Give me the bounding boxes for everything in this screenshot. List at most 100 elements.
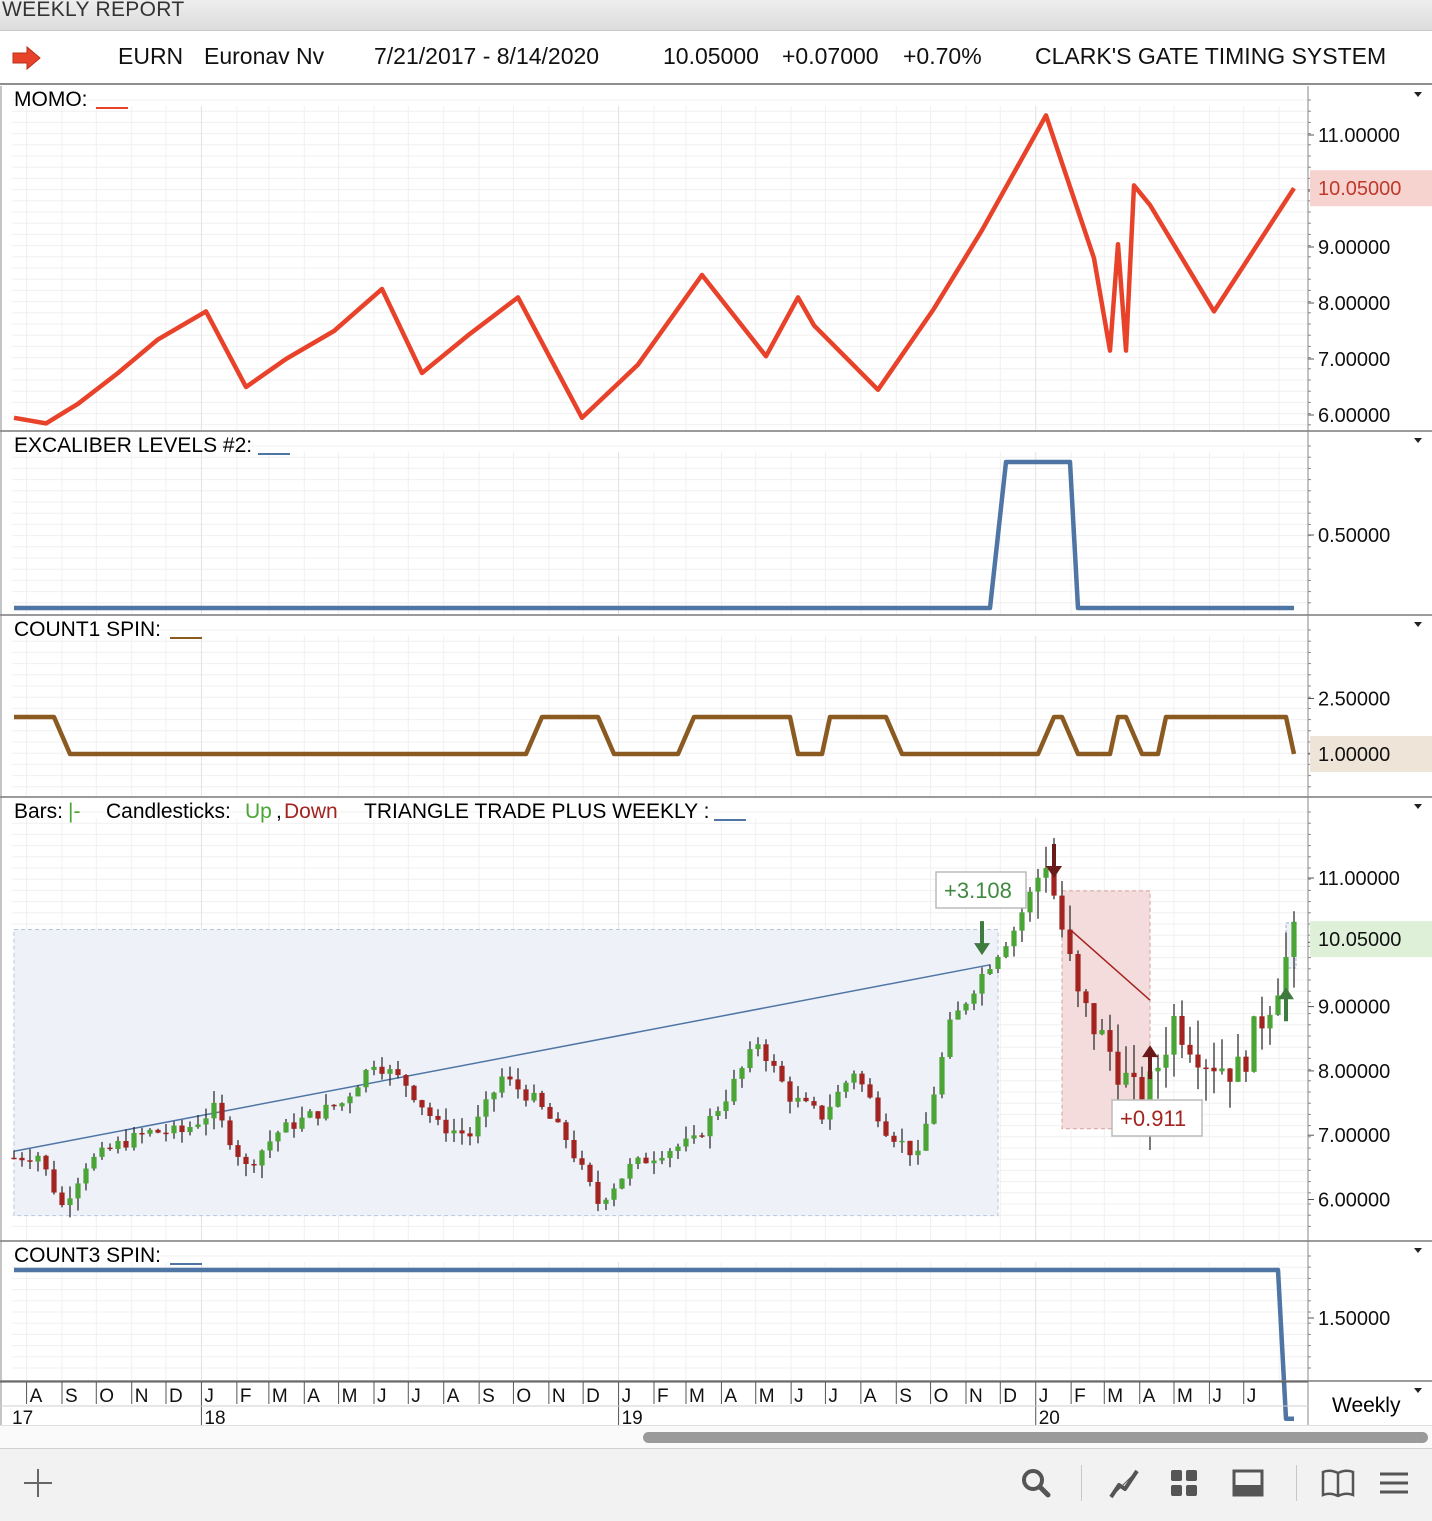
candle-down — [1107, 1030, 1113, 1052]
candle-down — [379, 1066, 385, 1074]
excaliber-title: EXCALIBER LEVELS #2: — [14, 434, 252, 457]
candle-up — [387, 1069, 393, 1074]
x-tick-label: M — [272, 1386, 288, 1407]
candle-down — [1131, 1072, 1137, 1078]
candle-down — [395, 1069, 401, 1076]
y-tick-label: 8.00000 — [1318, 293, 1390, 315]
menu-icon[interactable] — [1374, 1463, 1414, 1503]
candle-down — [523, 1089, 529, 1101]
panel-menu-icon — [1414, 438, 1422, 443]
candle-up — [475, 1116, 481, 1137]
system-name: CLARK'S GATE TIMING SYSTEM — [1035, 43, 1387, 69]
candle-down — [139, 1132, 145, 1135]
candle-up — [131, 1132, 137, 1148]
candle-up — [187, 1127, 193, 1133]
x-tick-label: O — [99, 1386, 114, 1407]
x-tick-label: M — [1107, 1386, 1123, 1407]
scroll-thumb[interactable] — [643, 1432, 1428, 1443]
candle-up — [35, 1155, 41, 1162]
candle-up — [347, 1096, 353, 1104]
arrow-right-icon[interactable] — [12, 45, 42, 71]
search-icon[interactable] — [1016, 1463, 1056, 1503]
candle-up — [691, 1135, 697, 1139]
candle-down — [1259, 1016, 1265, 1029]
candle-down — [155, 1129, 161, 1133]
candle-up — [147, 1129, 153, 1134]
y-tick-label: 9.00000 — [1318, 997, 1390, 1019]
x-tick-label: A — [447, 1386, 460, 1407]
panel-icon[interactable] — [1228, 1463, 1268, 1503]
x-tick-label: M — [1177, 1386, 1193, 1407]
candle-down — [891, 1135, 897, 1142]
candle-up — [827, 1106, 833, 1120]
triangle-title: TRIANGLE TRADE PLUS WEEKLY : — [364, 800, 709, 823]
toolbar-separator — [1296, 1465, 1297, 1501]
down-trend-line — [1069, 928, 1151, 1001]
candle-down — [547, 1106, 553, 1119]
candle-up — [739, 1068, 745, 1079]
candle-up — [723, 1101, 729, 1112]
x-tick-label: J — [1212, 1386, 1222, 1407]
candle-up — [267, 1141, 273, 1151]
period-label[interactable]: Weekly — [1332, 1394, 1401, 1417]
candle-down — [563, 1122, 569, 1140]
candle-up — [115, 1140, 121, 1150]
candle-down — [1203, 1067, 1209, 1070]
sell-signal-arrow-icon — [1046, 844, 1062, 878]
candle-up — [307, 1111, 313, 1118]
candle-down — [235, 1145, 241, 1157]
count1-last-value-bg — [1310, 736, 1432, 772]
period-menu-icon — [1414, 1388, 1422, 1393]
candle-up — [755, 1044, 761, 1050]
x-tick-label: J — [1039, 1386, 1049, 1407]
candle-down — [507, 1076, 513, 1080]
candle-down — [859, 1073, 865, 1085]
panel-menu-icon — [1414, 804, 1422, 809]
down-zone — [1061, 890, 1151, 1130]
x-tick-label: M — [689, 1386, 705, 1407]
x-tick-label: J — [828, 1386, 838, 1407]
book-icon[interactable] — [1318, 1463, 1358, 1503]
candle-up — [931, 1094, 937, 1124]
candle-up — [1251, 1016, 1257, 1072]
excaliber-series-line — [14, 459, 1294, 611]
candle-down — [435, 1115, 441, 1120]
chart-area[interactable]: +3.108 +0.911 6.00000 7.00000 8.00000 9.0000… — [0, 0, 1432, 1425]
candle-down — [643, 1157, 649, 1164]
x-tick-label: J — [377, 1386, 387, 1407]
x-tick-label: S — [899, 1386, 912, 1407]
candle-up — [835, 1091, 841, 1107]
candle-up — [75, 1183, 81, 1199]
entry-signal-arrow-icon — [1278, 987, 1294, 1022]
candle-down — [467, 1133, 473, 1137]
x-tick-label: J — [204, 1386, 214, 1407]
gain-annotation: +3.108 — [944, 878, 1012, 903]
candle-up — [707, 1115, 713, 1137]
horizontal-scrollbar[interactable] — [0, 1425, 1432, 1449]
candle-down — [1227, 1068, 1233, 1082]
candle-down — [1211, 1067, 1217, 1072]
candle-down — [867, 1084, 873, 1098]
line-chart-icon[interactable] — [1105, 1463, 1145, 1503]
candle-up — [283, 1122, 289, 1133]
candle-up — [795, 1097, 801, 1102]
x-tick-label: D — [169, 1386, 183, 1407]
axes: 6.000007.000008.000009.0000010.0000011.0… — [0, 86, 1432, 1425]
panel-menu-icon — [1414, 622, 1422, 627]
price-change-pct: +0.70% — [903, 43, 982, 69]
candle-up — [67, 1198, 73, 1206]
gain-annotation-2-box — [1111, 1099, 1203, 1137]
price-title-bars: Bars: — [14, 800, 63, 823]
candle-down — [419, 1100, 425, 1108]
window-title: WEEKLY REPORT — [2, 0, 185, 21]
candle-up — [947, 1019, 953, 1057]
grid-icon[interactable] — [1164, 1463, 1204, 1503]
candle-up — [675, 1146, 681, 1152]
price-last-value-bg — [1310, 921, 1432, 958]
date-range: 7/21/2017 - 8/14/2020 — [374, 43, 600, 69]
buy-signal-arrow-icon — [974, 921, 990, 956]
plus-icon[interactable] — [18, 1463, 58, 1503]
last-price: 10.05000 — [663, 43, 759, 69]
candle-down — [19, 1157, 25, 1161]
candle-up — [1219, 1068, 1225, 1072]
